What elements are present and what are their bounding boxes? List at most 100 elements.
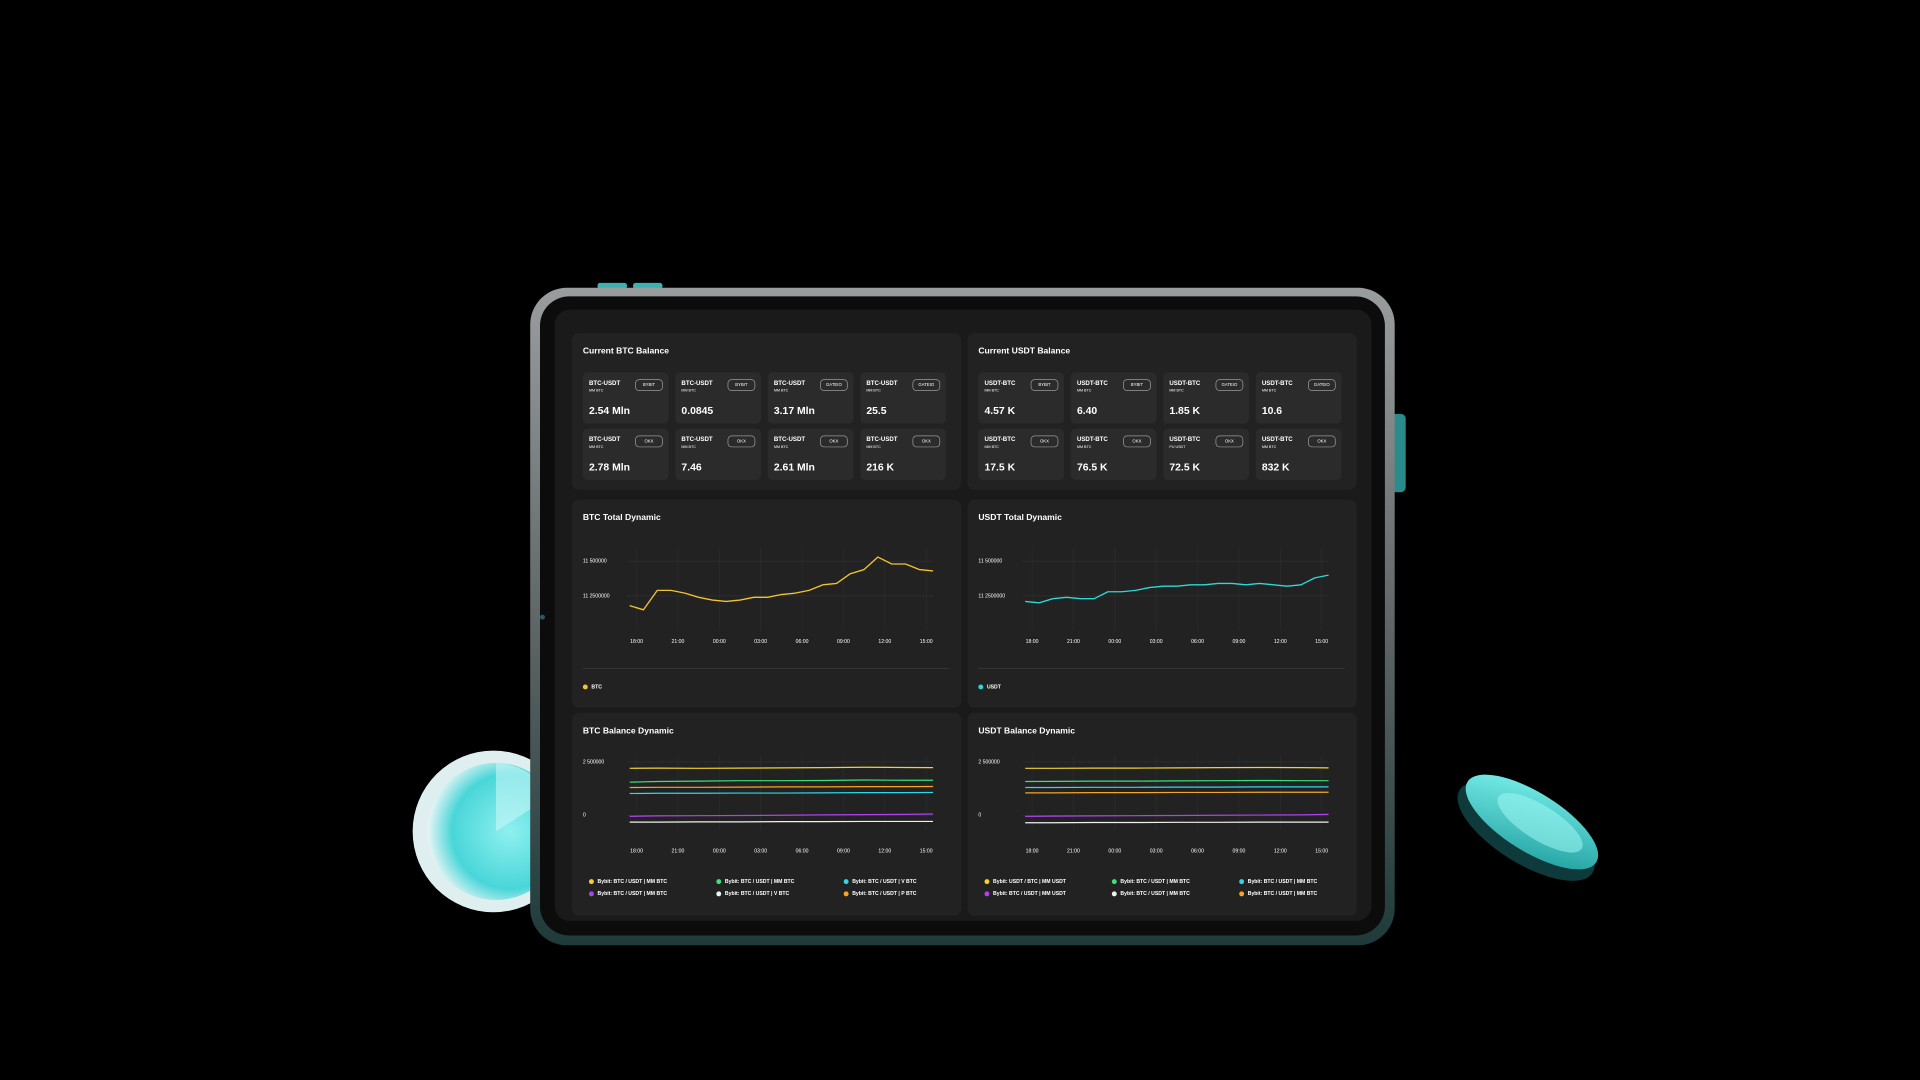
card-pair: USDT-BTC [1077, 380, 1108, 387]
line-series [1025, 821, 1329, 824]
card-value: 216 K [866, 463, 894, 474]
y-tick-label: 0 [583, 813, 586, 819]
legend-dot [843, 879, 849, 885]
card-sub: MM BTC [774, 445, 789, 449]
card-sub: MM BTC [681, 389, 696, 393]
legend-label: Bybit: BTC / USDT | MM BTC [1120, 891, 1190, 897]
x-tick-label: 15:00 [1315, 848, 1328, 854]
legend-dot [588, 879, 594, 885]
legend-label: Bybit: BTC / USDT | P BTC [852, 891, 917, 897]
y-tick-label: 11 2500000 [583, 593, 610, 599]
x-tick-label: 18:00 [1026, 848, 1039, 854]
card-sub: MM BTC [1169, 389, 1184, 393]
x-tick-label: 00:00 [713, 848, 726, 854]
balance-card [860, 372, 946, 424]
balance-card [582, 372, 669, 424]
panel [967, 499, 1357, 708]
legend-label: Bybit: BTC / USDT | MM BTC [1120, 879, 1190, 885]
legend-dot [843, 891, 849, 897]
card-pair: BTC-USDT [774, 380, 805, 387]
exchange-label: BYBIT [735, 382, 748, 387]
card-pair: BTC-USDT [681, 436, 712, 443]
balance-card [860, 428, 946, 480]
exchange-badge [1308, 435, 1336, 448]
exchange-label: OKX [644, 439, 653, 444]
x-tick-label: 21:00 [1067, 848, 1080, 854]
exchange-label: GATEIO [1314, 382, 1330, 387]
card-sub: MM BTC [589, 389, 604, 393]
x-tick-label: 06:00 [1191, 639, 1204, 645]
exchange-label: GATEIO [826, 382, 842, 387]
exchange-label: OKX [1132, 439, 1141, 444]
tablet-button [597, 282, 627, 289]
dashboard: Current BTC Balance BTC-USDT MM BTC BYBIT 2.… [571, 333, 1357, 916]
card-sub: MM BTC [1077, 445, 1092, 449]
y-tick-label: 11 2500000 [978, 593, 1005, 599]
card-value: 2.78 Mln [589, 463, 630, 474]
exchange-badge [1123, 379, 1151, 391]
card-pair: BTC-USDT [866, 436, 897, 443]
card-value: 17.5 K [984, 463, 1015, 474]
card-value: 76.5 K [1077, 463, 1108, 474]
balance-card [1070, 428, 1157, 480]
exchange-label: OKX [829, 439, 838, 444]
card-value: 1.85 K [1169, 406, 1200, 417]
exchange-badge [1215, 379, 1244, 391]
chart-title: BTC Total Dynamic [583, 512, 661, 522]
chart-title: USDT Total Dynamic [978, 512, 1062, 522]
card-pair: BTC-USDT [589, 436, 620, 443]
card-sub: MM BTC [866, 389, 881, 393]
legend-label: BTC [591, 684, 602, 690]
line-series [1025, 791, 1329, 794]
exchange-badge [1308, 379, 1336, 391]
line-series [1025, 574, 1329, 604]
exchange-badge [635, 379, 663, 391]
legend-label: Bybit: BTC / USDT | MM BTC [725, 879, 795, 885]
y-tick-label: 11 500000 [583, 559, 607, 565]
exchange-badge [1123, 435, 1151, 448]
exchange-label: OKX [737, 439, 746, 444]
x-tick-label: 09:00 [1233, 639, 1246, 645]
legend-dot [588, 891, 594, 897]
balance-card [1163, 372, 1249, 424]
chart-title: BTC Balance Dynamic [583, 725, 674, 735]
card-value: 25.5 [866, 406, 886, 417]
exchange-badge [635, 435, 663, 448]
exchange-badge [912, 435, 941, 448]
card-pair: BTC-USDT [681, 380, 712, 387]
x-tick-label: 03:00 [1150, 639, 1163, 645]
legend-dot [1239, 891, 1245, 897]
card-pair: USDT-BTC [1169, 436, 1200, 443]
exchange-badge [820, 435, 848, 448]
balance-card [767, 428, 854, 480]
balance-card [978, 428, 1065, 480]
card-value: 2.61 Mln [774, 463, 815, 474]
balance-card [1163, 428, 1249, 480]
x-tick-label: 03:00 [1150, 848, 1163, 854]
x-tick-label: 00:00 [713, 639, 726, 645]
card-pair: USDT-BTC [1077, 436, 1108, 443]
exchange-label: OKX [1225, 439, 1234, 444]
balance-card [1255, 372, 1342, 424]
card-sub: MM BTC [984, 389, 999, 393]
line-series [629, 791, 934, 795]
card-value: 4.57 K [984, 406, 1015, 417]
exchange-badge [1215, 435, 1244, 448]
card-pair: USDT-BTC [1262, 436, 1293, 443]
legend-label: USDT [987, 684, 1002, 690]
x-tick-label: 18:00 [630, 848, 643, 854]
line-series [1025, 766, 1329, 769]
x-tick-label: 21:00 [672, 848, 685, 854]
legend-label: Bybit: BTC / USDT | MM BTC [1248, 879, 1318, 885]
card-pair: BTC-USDT [774, 436, 805, 443]
x-tick-label: 06:00 [1191, 848, 1204, 854]
panel-title: Current USDT Balance [978, 346, 1070, 356]
chart-title: USDT Balance Dynamic [978, 725, 1075, 735]
card-value: 3.17 Mln [774, 406, 815, 417]
card-pair: USDT-BTC [984, 436, 1015, 443]
exchange-label: BYBIT [643, 382, 656, 387]
card-sub: MM BTC [774, 389, 789, 393]
y-tick-label: 0 [978, 813, 981, 819]
